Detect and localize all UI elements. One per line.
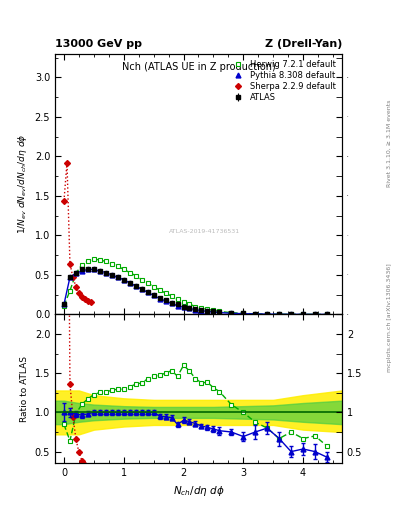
Herwig 7.2.1 default (116, 263, 120, 269)
Pythia 8.308 default (169, 300, 174, 306)
Herwig 7.2.1 default (205, 306, 210, 312)
Line: Herwig 7.2.1 default: Herwig 7.2.1 default (62, 257, 329, 317)
Text: Rivet 3.1.10, ≥ 3.1M events: Rivet 3.1.10, ≥ 3.1M events (387, 100, 392, 187)
Herwig 7.2.1 default (86, 258, 90, 264)
Text: ATLAS-2019-41736531: ATLAS-2019-41736531 (169, 228, 240, 233)
Pythia 8.308 default (241, 311, 246, 317)
Herwig 7.2.1 default (187, 301, 192, 307)
Herwig 7.2.1 default (181, 298, 186, 305)
Pythia 8.308 default (157, 295, 162, 302)
Pythia 8.308 default (301, 311, 305, 317)
Pythia 8.308 default (116, 274, 120, 281)
Line: Pythia 8.308 default: Pythia 8.308 default (62, 267, 329, 317)
Pythia 8.308 default (145, 289, 150, 295)
Pythia 8.308 default (62, 301, 66, 307)
Herwig 7.2.1 default (145, 280, 150, 286)
Herwig 7.2.1 default (313, 311, 318, 317)
Herwig 7.2.1 default (121, 266, 126, 272)
Herwig 7.2.1 default (103, 259, 108, 265)
Y-axis label: $1/N_{ev}\ dN_{ev}/dN_{ch}/d\eta\ d\phi$: $1/N_{ev}\ dN_{ev}/dN_{ch}/d\eta\ d\phi$ (16, 134, 29, 234)
Pythia 8.308 default (121, 276, 126, 283)
Pythia 8.308 default (86, 266, 90, 272)
Text: Nch (ATLAS UE in Z production): Nch (ATLAS UE in Z production) (121, 61, 275, 72)
Pythia 8.308 default (277, 311, 281, 317)
Sherpa 2.2.9 default (86, 298, 90, 304)
Pythia 8.308 default (175, 303, 180, 309)
Herwig 7.2.1 default (62, 303, 66, 309)
Herwig 7.2.1 default (133, 272, 138, 279)
X-axis label: $N_{ch}/d\eta\ d\phi$: $N_{ch}/d\eta\ d\phi$ (173, 484, 224, 498)
Pythia 8.308 default (127, 280, 132, 286)
Sherpa 2.2.9 default (62, 198, 66, 204)
Herwig 7.2.1 default (175, 296, 180, 303)
Pythia 8.308 default (109, 272, 114, 278)
Pythia 8.308 default (140, 286, 144, 292)
Herwig 7.2.1 default (109, 261, 114, 267)
Herwig 7.2.1 default (97, 257, 102, 263)
Herwig 7.2.1 default (325, 311, 329, 317)
Herwig 7.2.1 default (193, 304, 198, 310)
Pythia 8.308 default (68, 274, 72, 281)
Pythia 8.308 default (217, 310, 222, 316)
Herwig 7.2.1 default (217, 308, 222, 314)
Sherpa 2.2.9 default (77, 290, 81, 296)
Pythia 8.308 default (103, 269, 108, 275)
Pythia 8.308 default (97, 268, 102, 274)
Pythia 8.308 default (211, 309, 216, 315)
Pythia 8.308 default (193, 307, 198, 313)
Herwig 7.2.1 default (151, 284, 156, 290)
Pythia 8.308 default (181, 304, 186, 310)
Herwig 7.2.1 default (157, 287, 162, 293)
Y-axis label: Ratio to ATLAS: Ratio to ATLAS (20, 356, 29, 422)
Sherpa 2.2.9 default (73, 284, 78, 290)
Herwig 7.2.1 default (140, 276, 144, 283)
Sherpa 2.2.9 default (64, 160, 69, 166)
Herwig 7.2.1 default (253, 311, 257, 317)
Sherpa 2.2.9 default (88, 298, 93, 305)
Pythia 8.308 default (229, 310, 234, 316)
Herwig 7.2.1 default (229, 310, 234, 316)
Herwig 7.2.1 default (199, 305, 204, 311)
Pythia 8.308 default (92, 266, 96, 272)
Pythia 8.308 default (151, 292, 156, 298)
Sherpa 2.2.9 default (83, 296, 87, 303)
Pythia 8.308 default (187, 306, 192, 312)
Pythia 8.308 default (199, 308, 204, 314)
Pythia 8.308 default (73, 270, 78, 276)
Herwig 7.2.1 default (163, 290, 168, 296)
Pythia 8.308 default (133, 283, 138, 289)
Pythia 8.308 default (313, 311, 318, 317)
Herwig 7.2.1 default (289, 311, 294, 317)
Sherpa 2.2.9 default (79, 294, 84, 300)
Pythia 8.308 default (253, 311, 257, 317)
Pythia 8.308 default (289, 311, 294, 317)
Text: mcplots.cern.ch [arXiv:1306.3436]: mcplots.cern.ch [arXiv:1306.3436] (387, 263, 392, 372)
Text: Z (Drell-Yan): Z (Drell-Yan) (264, 38, 342, 49)
Sherpa 2.2.9 default (68, 261, 72, 267)
Herwig 7.2.1 default (265, 311, 270, 317)
Pythia 8.308 default (265, 311, 270, 317)
Pythia 8.308 default (163, 298, 168, 304)
Herwig 7.2.1 default (79, 262, 84, 268)
Herwig 7.2.1 default (92, 256, 96, 262)
Herwig 7.2.1 default (127, 269, 132, 275)
Herwig 7.2.1 default (277, 311, 281, 317)
Pythia 8.308 default (325, 311, 329, 317)
Pythia 8.308 default (205, 308, 210, 314)
Herwig 7.2.1 default (73, 270, 78, 276)
Sherpa 2.2.9 default (71, 274, 75, 281)
Pythia 8.308 default (79, 268, 84, 274)
Herwig 7.2.1 default (68, 288, 72, 294)
Line: Sherpa 2.2.9 default: Sherpa 2.2.9 default (62, 161, 93, 304)
Herwig 7.2.1 default (211, 307, 216, 313)
Text: 13000 GeV pp: 13000 GeV pp (55, 38, 142, 49)
Herwig 7.2.1 default (301, 311, 305, 317)
Herwig 7.2.1 default (169, 293, 174, 300)
Herwig 7.2.1 default (241, 310, 246, 316)
Legend: Herwig 7.2.1 default, Pythia 8.308 default, Sherpa 2.2.9 default, ATLAS: Herwig 7.2.1 default, Pythia 8.308 defau… (225, 56, 340, 105)
